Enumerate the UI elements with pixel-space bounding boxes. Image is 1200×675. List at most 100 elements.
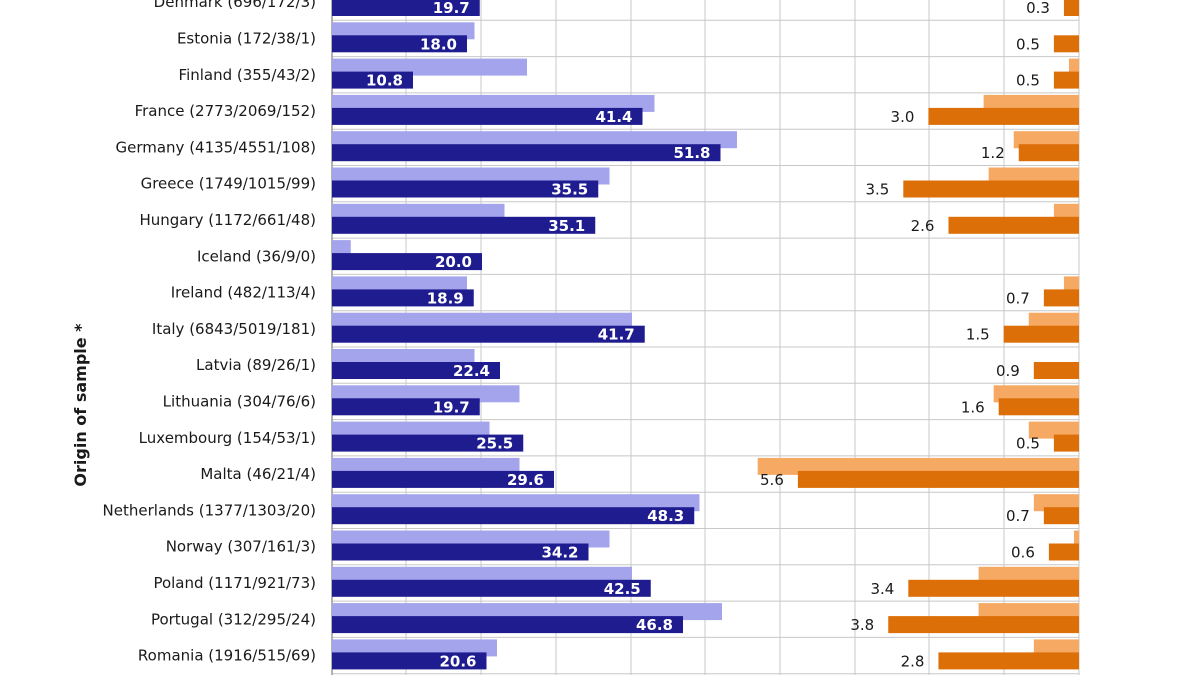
bar-right-dark: [1048, 543, 1079, 561]
bar-right-dark: [1033, 362, 1079, 379]
bar-value-label: 41.4: [595, 108, 632, 126]
category-label: Portugal (312/295/24): [151, 610, 316, 628]
bar-right-light: [1033, 639, 1079, 657]
category-label: Hungary (1172/661/48): [139, 211, 316, 229]
bar-value-label: 3.5: [865, 181, 889, 199]
bar-right-dark: [1003, 325, 1079, 343]
bar-left-light: [332, 240, 351, 258]
bar-value-label: 51.8: [673, 144, 710, 162]
bar-left-light: [332, 349, 475, 366]
bar-right-dark: [1043, 507, 1079, 525]
bar-left-dark: [332, 144, 721, 162]
bar-value-label: 41.7: [598, 326, 635, 344]
bar-right-dark: [1063, 0, 1079, 16]
bar-left-light: [332, 131, 737, 149]
bar-right-light: [978, 603, 1079, 621]
bar-left-dark: [332, 325, 645, 343]
bar-right-dark: [1053, 35, 1079, 53]
bar-value-label: 0.3: [1026, 0, 1050, 17]
bars: 19.7 0.3 18.0 0.5 10.8 0.5 41.4 3.0 51.8 1.2 35.5 3…: [332, 0, 1079, 670]
bar-left-dark: [332, 289, 474, 307]
bar-value-label: 18.9: [427, 289, 464, 307]
bar-value-label: 10.8: [366, 72, 403, 90]
bar-left-light: [332, 421, 490, 439]
bar-value-label: 3.0: [891, 108, 915, 126]
category-label: Lithuania (304/76/6): [163, 392, 316, 410]
bar-left-light: [332, 494, 700, 512]
bar-left-light: [332, 58, 527, 76]
bar-value-label: 19.7: [433, 398, 470, 416]
bar-value-label: 48.3: [647, 507, 684, 525]
bar-value-label: 0.9: [996, 362, 1020, 380]
category-label: Iceland (36/9/0): [197, 247, 316, 265]
bar-value-label: 0.5: [1016, 35, 1040, 53]
category-label: Estonia (172/38/1): [177, 29, 316, 47]
bar-left-dark: [332, 35, 467, 53]
bar-value-label: 2.8: [901, 652, 925, 670]
category-labels: Denmark (696/172/3) Estonia (172/38/1) Fin…: [103, 0, 316, 665]
bar-value-label: 0.7: [1006, 289, 1030, 307]
bar-value-label: 34.2: [541, 544, 578, 562]
bar-right-light: [1053, 203, 1079, 221]
bar-left-light: [332, 530, 610, 548]
bar-left-light: [332, 385, 520, 403]
bar-right-light: [1013, 131, 1079, 149]
bar-left-dark: [332, 470, 554, 488]
bar-value-label: 29.6: [507, 471, 544, 489]
bar-left-dark: [332, 398, 480, 416]
bar-left-light: [332, 312, 632, 330]
bar-left-dark: [332, 0, 480, 16]
bar-value-label: 18.0: [420, 35, 457, 53]
category-label: Latvia (89/26/1): [196, 356, 316, 374]
category-label: Netherlands (1377/1303/20): [103, 501, 316, 519]
category-label: Italy (6843/5019/181): [152, 320, 316, 338]
bar-right-dark: [928, 107, 1079, 125]
bar-value-label: 35.1: [548, 217, 585, 235]
bar-left-dark: [332, 652, 487, 670]
bar-right-light: [1028, 312, 1079, 330]
bar-right-light: [1063, 276, 1079, 294]
bar-left-light: [332, 457, 520, 475]
bar-left-dark: [332, 107, 643, 125]
bar-right-dark: [1018, 144, 1079, 162]
bar-value-label: 2.6: [911, 217, 935, 235]
bar-left-dark: [332, 180, 599, 198]
bar-left-light: [332, 276, 467, 294]
bar-right-light: [1028, 421, 1079, 439]
bar-value-label: 20.0: [435, 253, 472, 271]
bar-left-dark: [332, 616, 683, 634]
bar-right-light: [1033, 494, 1079, 512]
bar-right-dark: [948, 216, 1079, 234]
bar-right-light: [983, 94, 1079, 112]
category-label: Norway (307/161/3): [166, 538, 316, 556]
bar-left-light: [332, 203, 505, 221]
bar-left-dark: [332, 434, 524, 452]
bar-left-dark: [332, 253, 482, 271]
bar-right-dark: [797, 470, 1079, 488]
bar-value-label: 20.6: [439, 652, 476, 670]
bar-left-light: [332, 167, 610, 185]
bar-left-dark: [332, 543, 589, 561]
bar-value-label: 22.4: [453, 362, 490, 380]
bar-left-light: [332, 94, 655, 112]
category-label: France (2773/2069/152): [135, 102, 316, 120]
bar-left-dark: [332, 362, 500, 379]
category-label: Germany (4135/4551/108): [115, 138, 316, 156]
bar-left-dark: [332, 216, 596, 234]
bar-value-label: 3.8: [850, 616, 874, 634]
bar-left-dark: [332, 507, 695, 525]
bar-value-label: 46.8: [636, 616, 673, 634]
bar-left-dark: [332, 579, 651, 597]
bar-right-light: [1073, 530, 1079, 548]
bar-value-label: 0.5: [1016, 72, 1040, 90]
bar-value-label: 1.5: [966, 326, 990, 344]
bar-value-label: 5.6: [760, 471, 784, 489]
bar-right-dark: [938, 652, 1079, 670]
bar-left-light: [332, 22, 475, 40]
bar-value-label: 1.6: [961, 398, 985, 416]
bar-right-dark: [1043, 289, 1079, 307]
bar-left-dark: [332, 71, 413, 89]
bar-left-light: [332, 639, 497, 657]
category-label: Malta (46/21/4): [200, 465, 316, 483]
